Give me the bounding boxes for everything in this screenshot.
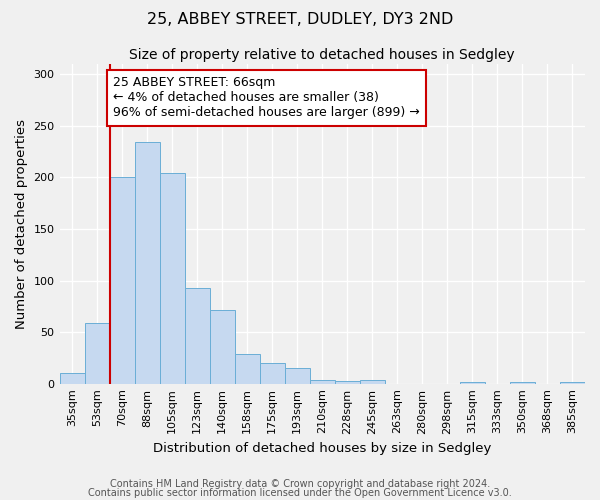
Bar <box>185 288 209 384</box>
Bar <box>160 174 185 384</box>
Bar <box>360 380 385 384</box>
Bar <box>310 380 335 384</box>
Bar <box>209 310 235 384</box>
Bar <box>560 382 585 384</box>
Y-axis label: Number of detached properties: Number of detached properties <box>15 119 28 329</box>
Text: 25 ABBEY STREET: 66sqm
← 4% of detached houses are smaller (38)
96% of semi-deta: 25 ABBEY STREET: 66sqm ← 4% of detached … <box>113 76 420 120</box>
Text: Contains HM Land Registry data © Crown copyright and database right 2024.: Contains HM Land Registry data © Crown c… <box>110 479 490 489</box>
Bar <box>335 380 360 384</box>
Bar <box>285 368 310 384</box>
Bar <box>85 323 110 384</box>
Text: 25, ABBEY STREET, DUDLEY, DY3 2ND: 25, ABBEY STREET, DUDLEY, DY3 2ND <box>147 12 453 28</box>
Title: Size of property relative to detached houses in Sedgley: Size of property relative to detached ho… <box>130 48 515 62</box>
X-axis label: Distribution of detached houses by size in Sedgley: Distribution of detached houses by size … <box>153 442 491 455</box>
Bar <box>510 382 535 384</box>
Bar <box>59 374 85 384</box>
Text: Contains public sector information licensed under the Open Government Licence v3: Contains public sector information licen… <box>88 488 512 498</box>
Bar <box>134 142 160 384</box>
Bar <box>235 354 260 384</box>
Bar <box>460 382 485 384</box>
Bar <box>260 363 285 384</box>
Bar <box>110 178 134 384</box>
